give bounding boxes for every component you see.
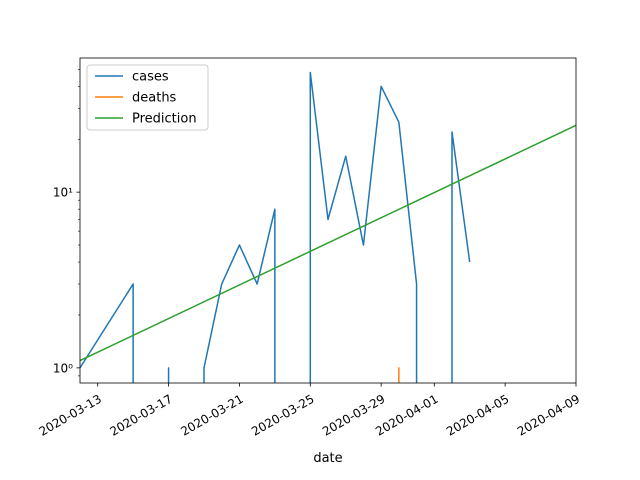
series-line-prediction	[80, 124, 576, 362]
x-tick-label: 2020-04-05	[444, 392, 511, 439]
legend-label-deaths: deaths	[132, 91, 177, 106]
x-tick-label: 2020-04-09	[515, 392, 582, 439]
legend-label-prediction: Prediction	[132, 112, 197, 127]
x-tick-label: 2020-03-17	[107, 392, 174, 439]
series-line-cases	[80, 71, 471, 383]
plot-frame	[79, 57, 577, 384]
legend: cases deaths Prediction	[86, 64, 209, 131]
x-tick-label: 2020-03-25	[249, 392, 316, 439]
y-tick-label: 10⁰	[53, 361, 73, 375]
legend-box	[86, 64, 209, 131]
x-tick-label: 2020-03-13	[37, 392, 104, 439]
series-layer	[80, 71, 576, 383]
y-axis: 10⁰ 10¹	[53, 69, 80, 377]
x-tick-label: 2020-03-21	[178, 392, 245, 439]
y-tick-label: 10¹	[53, 186, 73, 200]
x-axis-label: date	[313, 451, 342, 466]
x-axis: 2020-03-13 2020-03-17 2020-03-21 2020-03-25…	[37, 383, 582, 439]
legend-label-cases: cases	[132, 70, 169, 85]
